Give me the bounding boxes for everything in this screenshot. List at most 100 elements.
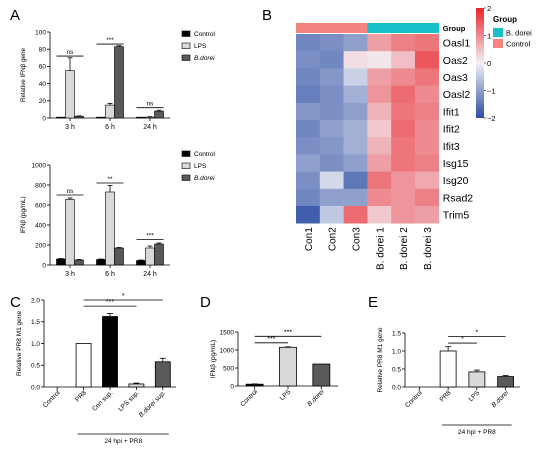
heatmap-cell xyxy=(296,85,321,104)
color-scale-label: 0 xyxy=(487,59,491,68)
panel-label-e: E xyxy=(368,294,378,311)
bar xyxy=(74,115,84,119)
bar xyxy=(497,376,515,388)
heatmap-cell xyxy=(391,68,416,86)
heatmap-cell xyxy=(415,51,440,69)
color-scale-label: −2 xyxy=(487,114,496,123)
legend-label: LPS xyxy=(194,43,207,50)
significance-label: * xyxy=(122,293,125,300)
heatmap-cell xyxy=(343,171,368,190)
legend-label: B.dorei xyxy=(194,175,215,182)
y-tick-label: 0.5 xyxy=(392,366,401,373)
heatmap-cell xyxy=(391,154,416,172)
heatmap-cell xyxy=(296,154,321,172)
legend-label: Control xyxy=(194,31,216,38)
y-tick-label: 600 xyxy=(35,202,46,209)
legend-label: LPS xyxy=(194,163,207,170)
significance-label: ns xyxy=(67,188,75,195)
heatmap-cell xyxy=(367,154,392,172)
y-tick-label: 80 xyxy=(39,47,47,54)
panel-label-d: D xyxy=(200,294,211,311)
heatmap-cell xyxy=(296,120,321,138)
color-scale-label: 1 xyxy=(487,32,491,41)
bar xyxy=(312,363,331,387)
heatmap-cell xyxy=(319,85,344,104)
bar xyxy=(114,247,124,266)
heatmap-cell xyxy=(415,206,440,224)
y-tick-label: 2.0 xyxy=(31,297,40,304)
heatmap-cell xyxy=(415,154,440,172)
group-annotation-cell xyxy=(343,23,368,33)
bar xyxy=(74,259,84,266)
heatmap-cell xyxy=(367,137,392,155)
significance-label: ns xyxy=(147,101,155,108)
row-label: Oas2 xyxy=(443,55,468,67)
heatmap-cell xyxy=(367,102,392,121)
heatmap-cell xyxy=(296,51,321,69)
bar xyxy=(145,116,155,119)
bar xyxy=(114,46,124,119)
heatmap-cell xyxy=(319,154,344,172)
group-annotation-cell xyxy=(319,23,344,33)
heatmap-cell xyxy=(367,171,392,190)
group-annotation-cell xyxy=(296,23,321,33)
color-scale-label: 2 xyxy=(487,4,491,13)
y-tick-label: 400 xyxy=(35,222,46,229)
bar xyxy=(75,343,92,388)
heatmap-cell xyxy=(319,171,344,190)
y-tick-label: 40 xyxy=(39,81,47,88)
legend-swatch xyxy=(181,54,191,61)
y-tick-label: 1.5 xyxy=(392,330,401,337)
significance-label: *** xyxy=(106,299,114,306)
group-legend-label: Control xyxy=(506,40,531,49)
heatmap-cell xyxy=(343,102,368,121)
y-tick-label: 500 xyxy=(223,365,234,372)
heatmap-cell xyxy=(391,85,416,104)
row-label: Oasl2 xyxy=(443,89,471,101)
y-tick-label: 200 xyxy=(35,242,46,249)
significance-label: ** xyxy=(107,176,113,183)
bar xyxy=(56,116,66,119)
color-scale-bar xyxy=(476,8,484,118)
x-tick-label: PR8 xyxy=(74,389,88,403)
bar xyxy=(102,316,118,388)
row-label: Oasl1 xyxy=(443,38,471,50)
significance-label: *** xyxy=(146,233,154,240)
x-tick-label: B.dorei sup. xyxy=(138,389,168,419)
y-tick-label: 1000 xyxy=(32,162,47,169)
x-tick-label: 3 h xyxy=(65,271,75,278)
row-label: Ifit2 xyxy=(443,124,460,136)
bar xyxy=(65,199,75,266)
y-tick-label: 800 xyxy=(35,182,46,189)
group-legend-swatch xyxy=(493,39,503,48)
y-tick-label: 100 xyxy=(35,29,46,36)
column-label: Con2 xyxy=(328,227,339,251)
heatmap-cell xyxy=(296,68,321,86)
heatmap-cell xyxy=(319,51,344,69)
x-tick-label: 6 h xyxy=(105,124,115,131)
heatmap-cell xyxy=(391,188,416,207)
legend-swatch xyxy=(181,42,191,49)
legend-label: B.dorei xyxy=(194,55,215,62)
heatmap-cell xyxy=(343,206,368,224)
column-label: Con3 xyxy=(352,227,363,251)
heatmap-cell xyxy=(367,34,392,52)
y-tick-label: 1000 xyxy=(220,347,235,354)
y-axis-label: IFNβ (pg/mL) xyxy=(210,340,217,378)
color-scale-label: −1 xyxy=(487,87,496,96)
heatmap-cell xyxy=(296,34,321,52)
y-axis-label: Relative PR8 M1 gene xyxy=(377,327,384,392)
row-label: Ifit1 xyxy=(443,106,460,118)
x-tick-label: LPS sup. xyxy=(117,389,141,413)
heatmap-cell xyxy=(343,34,368,52)
heatmap-cell xyxy=(343,188,368,207)
heatmap-cell xyxy=(367,68,392,86)
bar xyxy=(65,70,75,119)
heatmap-cell xyxy=(367,51,392,69)
bar xyxy=(154,243,164,266)
legend-swatch xyxy=(181,174,191,181)
panel-label-a: A xyxy=(10,7,20,24)
group-legend-title: Group xyxy=(493,15,517,24)
row-label: Isg15 xyxy=(443,158,469,170)
bar xyxy=(154,361,171,388)
